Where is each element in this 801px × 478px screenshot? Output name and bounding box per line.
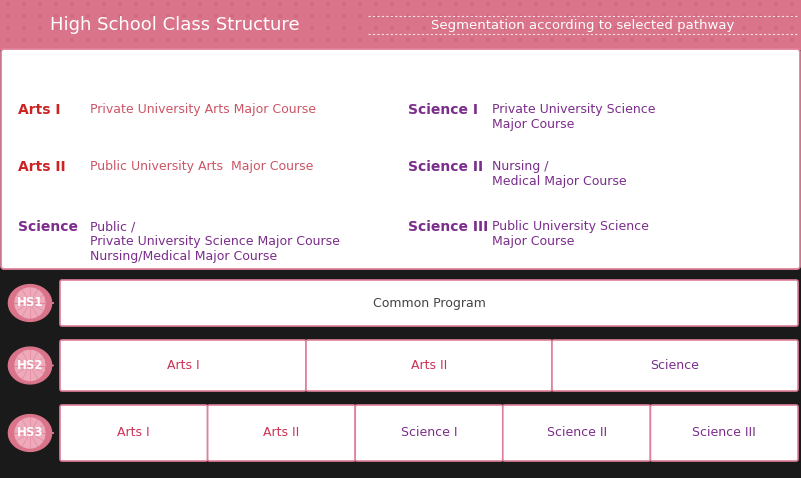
Text: Private University Arts Major Course: Private University Arts Major Course [90,103,316,116]
Text: Arts II: Arts II [411,359,447,372]
Text: Science: Science [650,359,699,372]
Text: Segmentation according to selected pathway: Segmentation according to selected pathw… [431,19,735,32]
FancyBboxPatch shape [503,405,650,461]
Bar [0,0,801,50]
FancyBboxPatch shape [306,340,552,391]
FancyBboxPatch shape [60,280,798,326]
Text: Arts II: Arts II [264,426,300,439]
Text: Private University Science
Major Course: Private University Science Major Course [492,103,655,131]
Text: Public University Arts  Major Course: Public University Arts Major Course [90,160,313,173]
Text: Arts II: Arts II [18,160,66,174]
Text: Science: Science [18,220,78,234]
Text: Public University Science
Major Course: Public University Science Major Course [492,220,649,248]
Text: HS2: HS2 [17,359,43,372]
Polygon shape [8,284,51,321]
Polygon shape [15,350,45,380]
Text: Arts I: Arts I [18,103,61,117]
Text: Science III: Science III [408,220,489,234]
Polygon shape [8,347,51,384]
FancyBboxPatch shape [207,405,355,461]
FancyBboxPatch shape [60,340,306,391]
Text: Public /
Private University Science Major Course
Nursing/Medical Major Course: Public / Private University Science Majo… [90,220,340,263]
Text: Arts I: Arts I [118,426,150,439]
Text: Nursing /
Medical Major Course: Nursing / Medical Major Course [492,160,626,188]
Polygon shape [8,414,51,451]
Polygon shape [15,288,45,318]
Text: Science II: Science II [546,426,606,439]
Text: HS1: HS1 [17,296,43,309]
Text: Science I: Science I [408,103,478,117]
FancyBboxPatch shape [60,405,207,461]
Polygon shape [15,418,45,448]
Text: Science II: Science II [408,160,483,174]
Text: Common Program: Common Program [372,296,485,309]
FancyBboxPatch shape [1,49,800,269]
FancyBboxPatch shape [650,405,798,461]
Text: Science I: Science I [400,426,457,439]
Text: Arts I: Arts I [167,359,199,372]
Text: High School Class Structure: High School Class Structure [50,16,300,34]
FancyBboxPatch shape [552,340,798,391]
Text: HS3: HS3 [17,426,43,439]
Text: Science III: Science III [692,426,756,439]
FancyBboxPatch shape [355,405,503,461]
